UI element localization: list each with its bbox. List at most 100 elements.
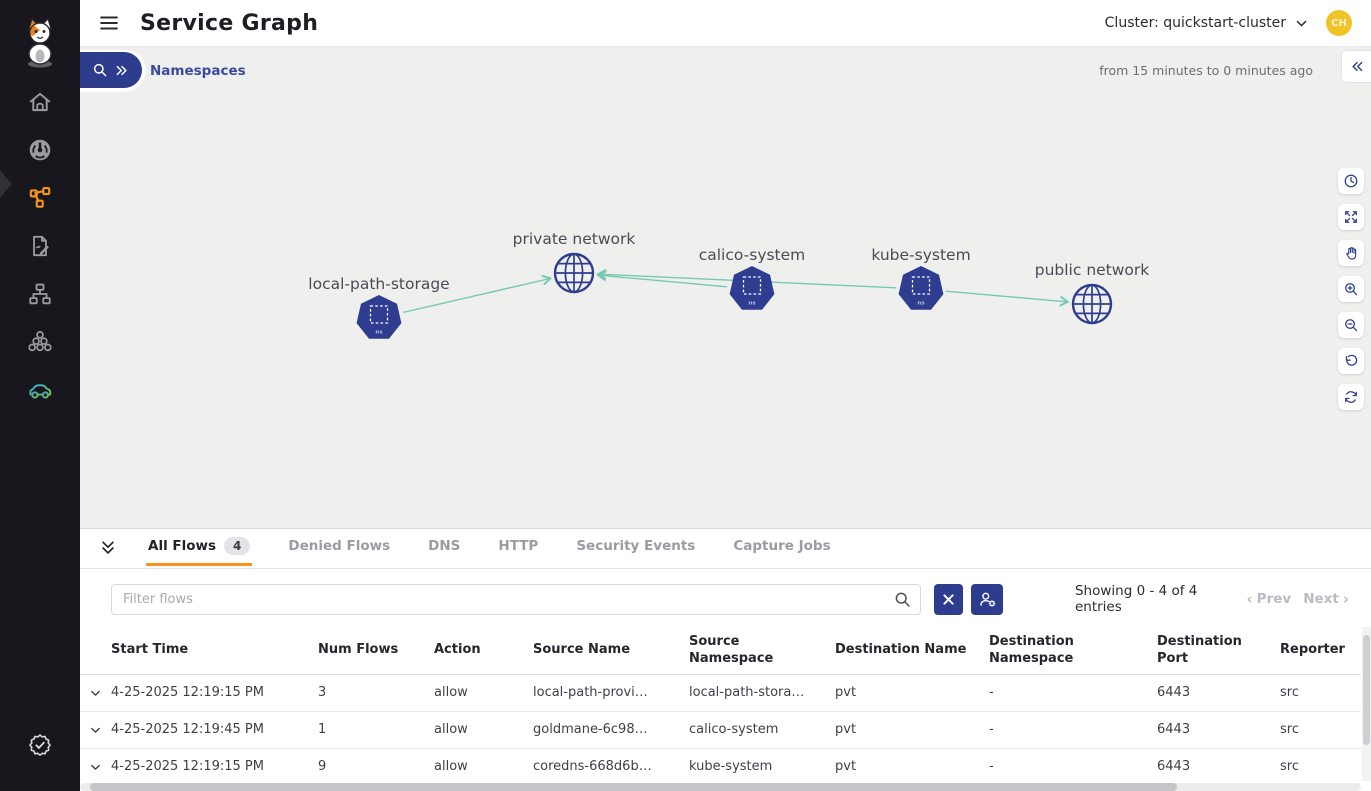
collapse-panel-button[interactable] (1341, 50, 1371, 83)
tab-http[interactable]: HTTP (496, 529, 540, 566)
table-cell: src (1280, 758, 1299, 774)
table-row[interactable]: 4-25-2025 12:19:45 PM 1 allow goldmane-6c98… (80, 712, 1361, 749)
table-cell: 6443 (1157, 758, 1191, 774)
table-cell: 6443 (1157, 721, 1191, 737)
graph-edge-calico-system-to-private-network[interactable] (596, 270, 728, 288)
chevron-left-icon: ‹ (1246, 590, 1253, 608)
time-settings-button[interactable] (1338, 168, 1364, 194)
table-cell: kube-system (689, 758, 773, 774)
service-graph-canvas[interactable]: ns local-path-storage private network ns c… (80, 47, 1371, 528)
column-header-destination-name[interactable]: Destination Name (835, 642, 967, 658)
table-cell: coredns-668d6b… (533, 758, 652, 774)
svg-text:ns: ns (375, 330, 383, 336)
column-header-reporter[interactable]: Reporter (1280, 642, 1345, 658)
table-cell: - (989, 684, 994, 700)
home-icon (27, 89, 53, 115)
flow-settings-button[interactable] (971, 583, 1003, 615)
next-button[interactable]: Next › (1303, 590, 1349, 608)
chevron-right-icon: › (1342, 590, 1349, 608)
flows-filter-row: Showing 0 - 4 of 4 entries ‹Prev Next› (80, 569, 1371, 624)
network-icon (27, 281, 53, 307)
table-cell: local-path-stora… (689, 684, 805, 700)
tab-all-flows[interactable]: All Flows 4 (146, 529, 253, 566)
vertical-scrollbar-thumb[interactable] (1363, 635, 1370, 745)
sidebar-item-dashboards[interactable] (0, 126, 80, 174)
graph-node-local-path-storage[interactable]: ns local-path-storage (306, 273, 452, 339)
reset-view-button[interactable] (1338, 348, 1364, 374)
row-expand-chevron[interactable] (80, 724, 111, 737)
graph-toolbar (1338, 168, 1364, 410)
tab-label: HTTP (498, 538, 539, 554)
zoom-in-button[interactable] (1338, 276, 1364, 302)
table-row[interactable]: 4-25-2025 12:19:15 PM 9 allow coredns-668d6… (80, 749, 1361, 783)
column-header-source-name[interactable]: Source Name (533, 642, 631, 658)
zoom-out-icon (1343, 317, 1359, 333)
sidebar-item-service-graph[interactable] (0, 174, 80, 222)
graph-node-label: public network (1035, 261, 1150, 279)
calico-cat-logo[interactable] (20, 8, 60, 78)
column-header-destination-port[interactable]: Destination Port (1157, 634, 1242, 666)
table-row[interactable]: 4-25-2025 12:19:15 PM 3 allow local-path-pr… (80, 675, 1361, 712)
column-header-destination-namespace[interactable]: Destination Namespace (989, 634, 1074, 666)
graph-node-label: private network (513, 230, 636, 248)
sidebar-item-clusters[interactable] (0, 318, 80, 366)
sidebar-item-quickstart[interactable] (0, 366, 80, 414)
filter-flows-input[interactable] (111, 583, 921, 615)
table-cell: src (1280, 684, 1299, 700)
horizontal-scrollbar-thumb[interactable] (90, 783, 1177, 791)
column-header-num-flows[interactable]: Num Flows (318, 642, 399, 658)
table-header-row: Start Time Num Flows Action Source Name Sour… (80, 627, 1361, 675)
tab-dns[interactable]: DNS (426, 529, 462, 566)
vertical-scrollbar[interactable] (1362, 627, 1371, 781)
horizontal-scrollbar[interactable] (80, 783, 1361, 791)
table-cell: pvt (835, 758, 857, 774)
cluster-selector-label: Cluster: quickstart-cluster (1104, 15, 1286, 31)
tab-denied-flows[interactable]: Denied Flows (286, 529, 392, 566)
tab-capture-jobs[interactable]: Capture Jobs (731, 529, 832, 566)
flows-table: Start Time Num Flows Action Source Name Sour… (80, 627, 1361, 783)
table-cell: pvt (835, 684, 857, 700)
showing-entries-label: Showing 0 - 4 of 4 entries (1074, 583, 1198, 615)
expand-icon (1343, 209, 1359, 225)
graph-search-button[interactable] (78, 52, 142, 88)
pan-mode-button[interactable] (1338, 240, 1364, 266)
table-cell: allow (434, 684, 468, 700)
refresh-icon (1343, 389, 1359, 405)
refresh-graph-button[interactable] (1338, 384, 1364, 410)
sidebar-item-certificate[interactable] (0, 721, 80, 769)
column-header-start-time[interactable]: Start Time (111, 642, 189, 658)
tab-label: All Flows (148, 538, 217, 554)
policies-icon (27, 233, 53, 259)
table-cell: allow (434, 758, 468, 774)
table-cell: pvt (835, 721, 857, 737)
graph-node-public-network[interactable]: public network (1033, 259, 1151, 325)
sidebar-item-policies[interactable] (0, 222, 80, 270)
row-expand-chevron[interactable] (80, 687, 111, 700)
column-header-source-namespace[interactable]: Source Namespace (689, 634, 774, 666)
column-header-action[interactable]: Action (434, 642, 481, 658)
graph-edge-local-path-storage-to-private-network[interactable] (403, 274, 553, 314)
graph-node-private-network[interactable]: private network (511, 228, 637, 294)
app-header: Service Graph Cluster: quickstart-cluste… (80, 0, 1371, 47)
tab-label: Security Events (576, 538, 696, 554)
tab-label: Denied Flows (288, 538, 391, 554)
breadcrumb[interactable]: Namespaces (150, 63, 246, 79)
tab-security-events[interactable]: Security Events (574, 529, 697, 566)
prev-button[interactable]: ‹ Prev (1246, 590, 1292, 608)
sidebar-item-nodes[interactable] (0, 270, 80, 318)
graph-node-label: calico-system (699, 246, 806, 264)
graph-edge-kube-system-to-public-network[interactable] (945, 290, 1070, 307)
graph-node-calico-system[interactable]: ns calico-system (697, 244, 807, 310)
sidebar-item-home[interactable] (0, 78, 80, 126)
zoom-out-button[interactable] (1338, 312, 1364, 338)
clear-filter-button[interactable] (933, 583, 964, 615)
avatar[interactable]: CH (1326, 10, 1352, 36)
graph-node-label: kube-system (871, 246, 970, 264)
cluster-selector[interactable]: Cluster: quickstart-cluster (1105, 15, 1308, 31)
row-expand-chevron[interactable] (80, 761, 111, 774)
collapse-flows-icon[interactable] (96, 529, 120, 566)
search-icon (895, 592, 910, 607)
fit-view-button[interactable] (1338, 204, 1364, 230)
graph-node-kube-system[interactable]: ns kube-system (869, 244, 973, 310)
menu-icon[interactable] (96, 10, 122, 36)
